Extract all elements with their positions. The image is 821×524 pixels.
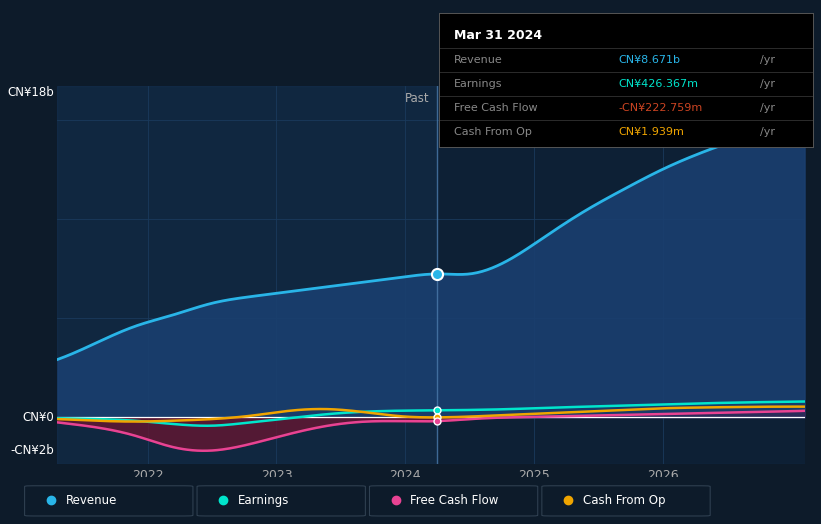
- Text: Cash From Op: Cash From Op: [454, 127, 532, 137]
- Text: CN¥0: CN¥0: [22, 411, 53, 424]
- Text: /yr: /yr: [760, 55, 776, 65]
- Text: CN¥18b: CN¥18b: [7, 86, 53, 100]
- Text: Earnings: Earnings: [454, 79, 502, 89]
- Text: Earnings: Earnings: [238, 494, 290, 507]
- Text: Analysts Forecasts: Analysts Forecasts: [445, 92, 555, 105]
- Text: Past: Past: [406, 92, 430, 105]
- Text: /yr: /yr: [760, 103, 776, 113]
- Text: CN¥426.367m: CN¥426.367m: [618, 79, 699, 89]
- Text: Free Cash Flow: Free Cash Flow: [410, 494, 499, 507]
- Text: -CN¥222.759m: -CN¥222.759m: [618, 103, 703, 113]
- Text: Revenue: Revenue: [454, 55, 503, 65]
- Text: Mar 31 2024: Mar 31 2024: [454, 29, 543, 42]
- Text: Free Cash Flow: Free Cash Flow: [454, 103, 538, 113]
- Text: Revenue: Revenue: [66, 494, 117, 507]
- Text: /yr: /yr: [760, 127, 776, 137]
- Text: -CN¥2b: -CN¥2b: [10, 444, 53, 457]
- Text: CN¥8.671b: CN¥8.671b: [618, 55, 681, 65]
- Text: Cash From Op: Cash From Op: [583, 494, 665, 507]
- Text: CN¥1.939m: CN¥1.939m: [618, 127, 685, 137]
- Bar: [57, 86, 438, 464]
- Text: /yr: /yr: [760, 79, 776, 89]
